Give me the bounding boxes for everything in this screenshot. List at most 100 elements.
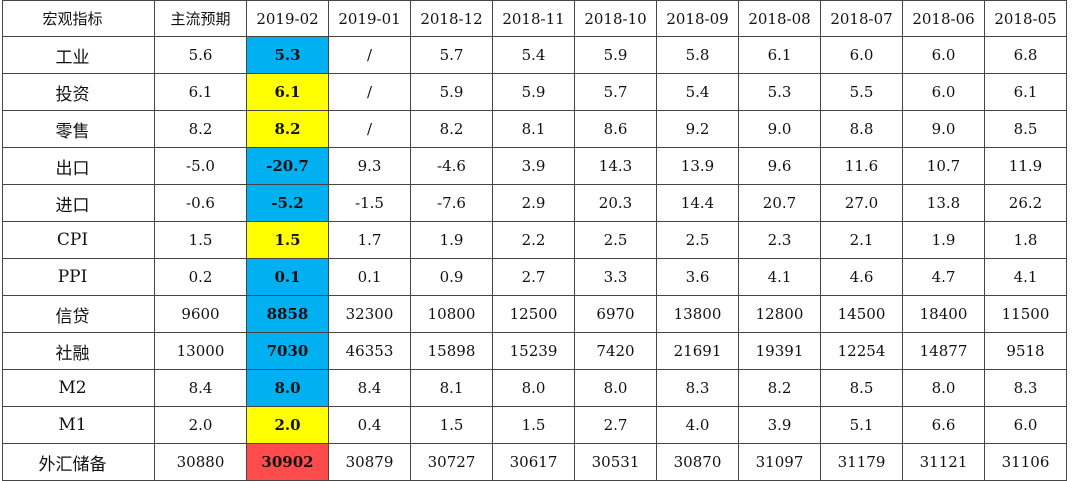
value-cell: 12254 xyxy=(820,332,903,370)
value-cell: 8.8 xyxy=(820,110,903,148)
value-cell: 8.5 xyxy=(984,110,1067,148)
table-row: 出口 -5.0 -20.7 9.3 -4.6 3.9 14.3 13.9 9.6 11.6 10.7… xyxy=(2,147,1067,185)
table-header: 宏观指标 主流预期 2019-02 2019-01 2018-12 2018-11 2018… xyxy=(2,0,1067,37)
header-month: 2018-12 xyxy=(410,0,493,37)
current-month-cell: 2.0 xyxy=(246,406,329,444)
value-cell: 8.0 xyxy=(492,369,575,407)
expectation-cell: 0.2 xyxy=(154,258,247,296)
value-cell: 9.3 xyxy=(328,147,411,185)
value-cell: 30531 xyxy=(574,443,657,481)
value-cell: 6.6 xyxy=(902,406,985,444)
header-month: 2018-10 xyxy=(574,0,657,37)
value-cell: 31121 xyxy=(902,443,985,481)
value-cell: 3.6 xyxy=(656,258,739,296)
value-cell: 5.9 xyxy=(410,73,493,111)
value-cell: 11500 xyxy=(984,295,1067,333)
value-cell: 4.1 xyxy=(738,258,821,296)
value-cell: 19391 xyxy=(738,332,821,370)
value-cell: 9.2 xyxy=(656,110,739,148)
current-month-cell: 0.1 xyxy=(246,258,329,296)
value-cell: 2.2 xyxy=(492,221,575,259)
value-cell: 8.3 xyxy=(984,369,1067,407)
value-cell: 31097 xyxy=(738,443,821,481)
current-month-cell: 6.1 xyxy=(246,73,329,111)
header-month: 2018-06 xyxy=(902,0,985,37)
value-cell: 1.7 xyxy=(328,221,411,259)
value-cell: 8.2 xyxy=(410,110,493,148)
expectation-cell: 30880 xyxy=(154,443,247,481)
row-label: 工业 xyxy=(2,36,155,74)
row-label: CPI xyxy=(2,221,155,259)
row-label: 出口 xyxy=(2,147,155,185)
value-cell: 9.6 xyxy=(738,147,821,185)
expectation-cell: 8.4 xyxy=(154,369,247,407)
header-month: 2018-08 xyxy=(738,0,821,37)
value-cell: 2.7 xyxy=(574,406,657,444)
value-cell: / xyxy=(328,110,411,148)
value-cell: 6.0 xyxy=(902,36,985,74)
value-cell: 9.0 xyxy=(902,110,985,148)
value-cell: 12800 xyxy=(738,295,821,333)
value-cell: 2.1 xyxy=(820,221,903,259)
value-cell: 31179 xyxy=(820,443,903,481)
value-cell: 2.9 xyxy=(492,184,575,222)
value-cell: 3.9 xyxy=(738,406,821,444)
value-cell: 0.9 xyxy=(410,258,493,296)
expectation-cell: 9600 xyxy=(154,295,247,333)
value-cell: 14.3 xyxy=(574,147,657,185)
expectation-cell: -5.0 xyxy=(154,147,247,185)
value-cell: 30727 xyxy=(410,443,493,481)
value-cell: / xyxy=(328,36,411,74)
header-month: 2018-11 xyxy=(492,0,575,37)
row-label: 投资 xyxy=(2,73,155,111)
value-cell: 4.6 xyxy=(820,258,903,296)
value-cell: 26.2 xyxy=(984,184,1067,222)
row-label: 社融 xyxy=(2,332,155,370)
current-month-cell: -5.2 xyxy=(246,184,329,222)
value-cell: 13.9 xyxy=(656,147,739,185)
value-cell: 8.0 xyxy=(902,369,985,407)
value-cell: 4.0 xyxy=(656,406,739,444)
table-row: 信贷 9600 8858 32300 10800 12500 6970 13800 12800 1… xyxy=(2,295,1067,333)
current-month-cell: 5.3 xyxy=(246,36,329,74)
current-month-cell: 1.5 xyxy=(246,221,329,259)
value-cell: 7420 xyxy=(574,332,657,370)
header-indicator: 宏观指标 xyxy=(2,0,155,37)
value-cell: 2.3 xyxy=(738,221,821,259)
value-cell: 1.9 xyxy=(902,221,985,259)
row-label: 进口 xyxy=(2,184,155,222)
value-cell: -7.6 xyxy=(410,184,493,222)
value-cell: 0.1 xyxy=(328,258,411,296)
current-month-cell: -20.7 xyxy=(246,147,329,185)
value-cell: 8.5 xyxy=(820,369,903,407)
value-cell: 5.3 xyxy=(738,73,821,111)
value-cell: 6.0 xyxy=(984,406,1067,444)
header-month: 2019-02 xyxy=(246,0,329,37)
table-row: M1 2.0 2.0 0.4 1.5 1.5 2.7 4.0 3.9 5.1 6.6 6.0 xyxy=(2,406,1067,444)
table-row: CPI 1.5 1.5 1.7 1.9 2.2 2.5 2.5 2.3 2.1 1.9 1.8 xyxy=(2,221,1067,259)
value-cell: 4.1 xyxy=(984,258,1067,296)
value-cell: 9.0 xyxy=(738,110,821,148)
value-cell: 8.0 xyxy=(574,369,657,407)
header-month: 2018-07 xyxy=(820,0,903,37)
expectation-cell: 2.0 xyxy=(154,406,247,444)
value-cell: 8.2 xyxy=(738,369,821,407)
value-cell: 5.7 xyxy=(410,36,493,74)
value-cell: 10800 xyxy=(410,295,493,333)
value-cell: 5.5 xyxy=(820,73,903,111)
value-cell: 18400 xyxy=(902,295,985,333)
header-month: 2019-01 xyxy=(328,0,411,37)
value-cell: 8.1 xyxy=(492,110,575,148)
value-cell: 21691 xyxy=(656,332,739,370)
value-cell: 8.6 xyxy=(574,110,657,148)
current-month-cell: 30902 xyxy=(246,443,329,481)
row-label: M2 xyxy=(2,369,155,407)
expectation-cell: 1.5 xyxy=(154,221,247,259)
value-cell: 14500 xyxy=(820,295,903,333)
expectation-cell: 6.1 xyxy=(154,73,247,111)
value-cell: 5.8 xyxy=(656,36,739,74)
table-row: M2 8.4 8.0 8.4 8.1 8.0 8.0 8.3 8.2 8.5 8.0 8.3 xyxy=(2,369,1067,407)
value-cell: 3.3 xyxy=(574,258,657,296)
value-cell: 11.6 xyxy=(820,147,903,185)
